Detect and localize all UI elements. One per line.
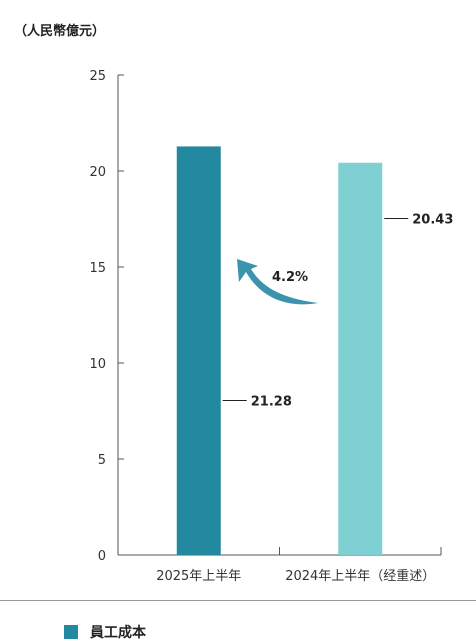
bar <box>338 162 383 555</box>
y-tick-label: 20 <box>89 165 106 180</box>
value-label: 21.28 <box>251 395 292 410</box>
value-labels: 21.28 20.43 <box>222 212 453 410</box>
y-tick-label: 10 <box>89 357 106 372</box>
y-tick-label: 5 <box>98 453 106 468</box>
increase-arrow-icon <box>237 259 318 305</box>
legend: 員工成本 <box>64 622 146 642</box>
change-percent-label: 4.2% <box>272 270 308 285</box>
y-tick-label: 0 <box>98 549 106 564</box>
y-tick-label: 15 <box>89 261 106 276</box>
x-category-label: 2025年上半年 <box>156 569 241 584</box>
legend-separator <box>0 600 476 601</box>
x-axis-categories: 2025年上半年 2024年上半年（经重述） <box>156 547 442 584</box>
x-category-label: 2024年上半年（经重述） <box>285 568 435 584</box>
legend-label: 員工成本 <box>90 625 146 641</box>
legend-swatch <box>64 625 78 639</box>
bar-chart: 0 5 10 15 20 25 2025年上半年 2024年上半年（经重述） 21.28 20… <box>89 69 453 584</box>
unit-label: （人民幣億元） <box>14 24 106 39</box>
y-tick-label: 25 <box>89 69 106 84</box>
y-axis-ticks: 0 5 10 15 20 25 <box>89 69 124 564</box>
bar <box>176 146 221 555</box>
bars <box>176 146 383 555</box>
value-label: 20.43 <box>412 212 453 227</box>
